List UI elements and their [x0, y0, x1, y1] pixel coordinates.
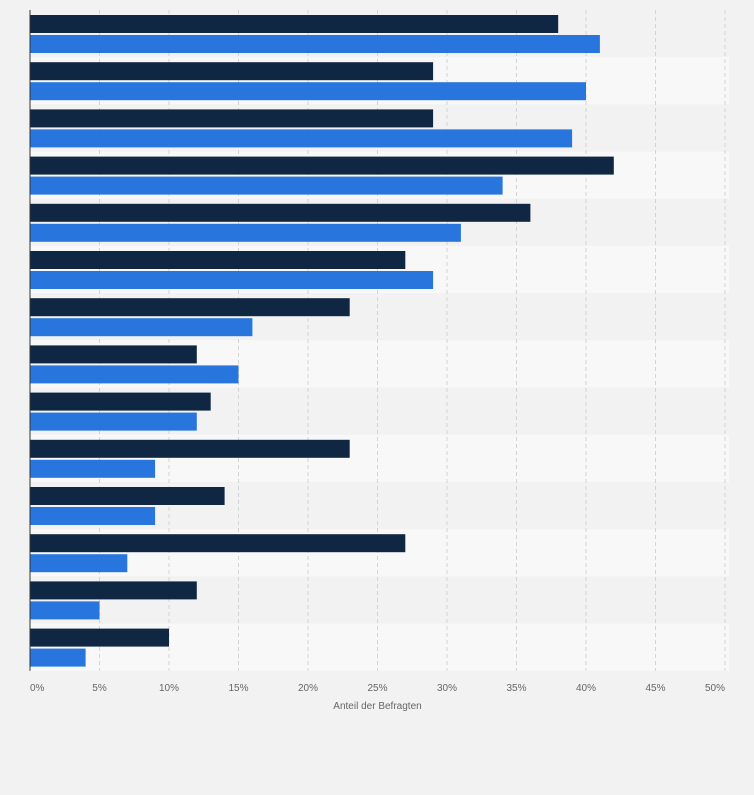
bar-series-2[interactable]: [30, 271, 434, 289]
bar-series-1[interactable]: [30, 298, 350, 317]
bar-series-2[interactable]: [30, 129, 573, 148]
x-axis-ticks: 0% 5% 10% 15% 20% 25% 30% 35% 40% 45% 50%: [30, 683, 725, 694]
bar-series-1[interactable]: [30, 534, 406, 553]
bar-series-1[interactable]: [30, 345, 197, 364]
x-tick-label: 15%: [228, 683, 248, 694]
bar-series-2[interactable]: [30, 82, 586, 101]
bar-series-1[interactable]: [30, 156, 614, 175]
bar-series-1[interactable]: [30, 392, 211, 411]
x-tick-label: 40%: [576, 683, 596, 694]
row-bands: [30, 10, 729, 671]
bar-series-2[interactable]: [30, 223, 461, 242]
x-tick-label: 5%: [92, 683, 107, 694]
bar-series-2[interactable]: [30, 318, 253, 337]
x-tick-label: 35%: [506, 683, 526, 694]
x-tick-label: 0%: [30, 683, 45, 694]
bar-series-1[interactable]: [30, 581, 197, 600]
bar-series-2[interactable]: [30, 35, 600, 53]
bar-series-1[interactable]: [30, 109, 434, 128]
bar-series-1[interactable]: [30, 203, 531, 222]
bar-series-2[interactable]: [30, 365, 239, 384]
bar-series-1[interactable]: [30, 439, 350, 458]
bar-series-1[interactable]: [30, 62, 434, 81]
x-tick-label: 10%: [159, 683, 179, 694]
x-axis-title: Anteil der Befragten: [333, 701, 421, 712]
bar-series-1[interactable]: [30, 251, 406, 269]
bar-series-2[interactable]: [30, 507, 156, 525]
gridlines: [99, 10, 726, 671]
x-tick-label: 20%: [298, 683, 318, 694]
bar-series-2[interactable]: [30, 459, 156, 478]
bar-series-2[interactable]: [30, 601, 100, 620]
bar-series-1[interactable]: [30, 15, 559, 33]
x-tick-label: 25%: [367, 683, 387, 694]
bars: [30, 15, 614, 667]
bar-series-1[interactable]: [30, 487, 225, 505]
bar-series-2[interactable]: [30, 176, 503, 195]
x-tick-label: 45%: [645, 683, 665, 694]
x-tick-label: 30%: [437, 683, 457, 694]
bar-series-2[interactable]: [30, 412, 197, 431]
x-tick-label: 50%: [705, 683, 725, 694]
bar-series-2[interactable]: [30, 648, 86, 667]
bar-series-1[interactable]: [30, 628, 169, 647]
bar-series-2[interactable]: [30, 554, 128, 573]
